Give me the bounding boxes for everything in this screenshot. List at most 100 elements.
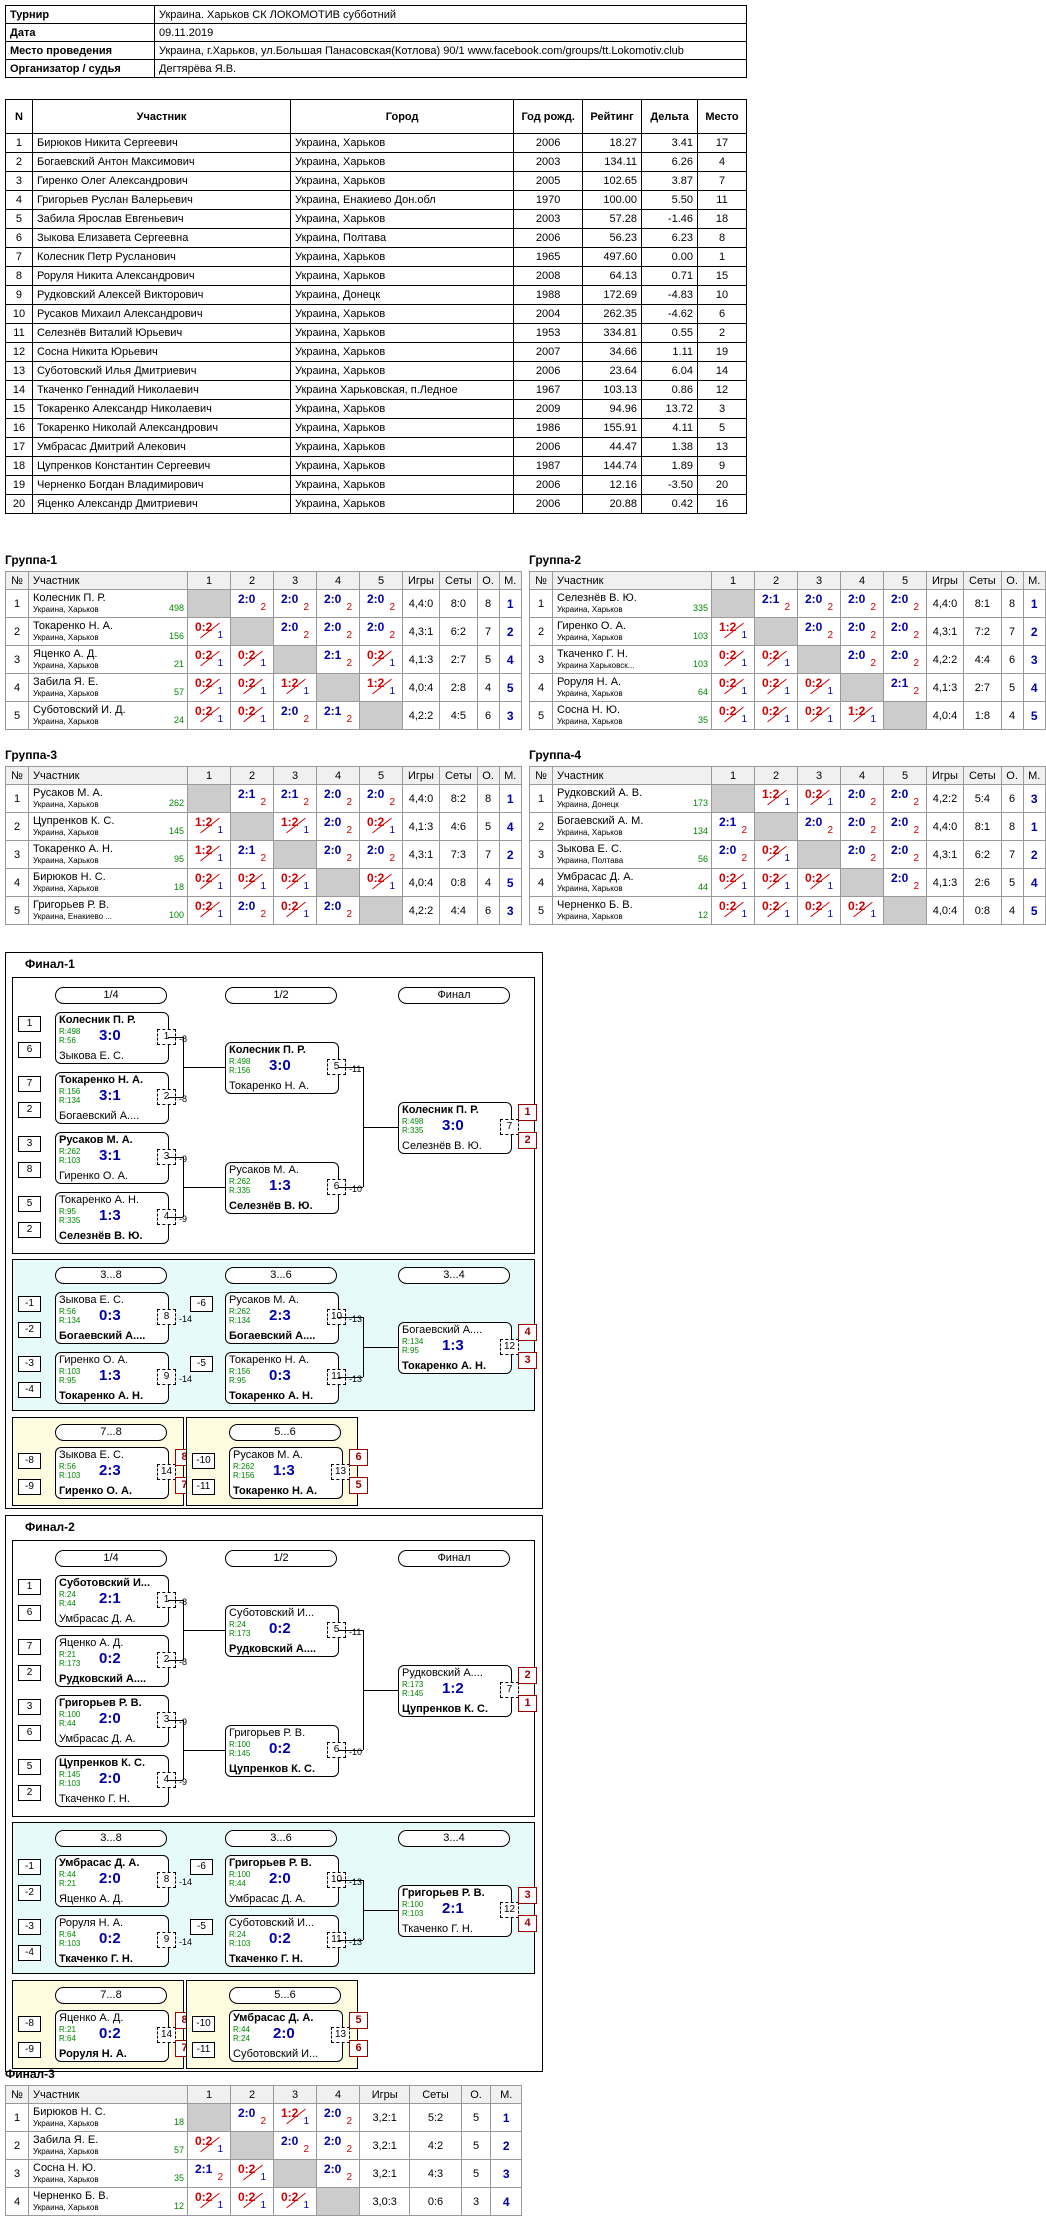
player-two: Богаевский А....	[59, 1110, 140, 1122]
score-value: 2:0	[891, 871, 909, 885]
match-game-number: 1	[260, 658, 266, 669]
match-game-number: 1	[784, 797, 790, 808]
score-value: 2:0	[324, 2162, 342, 2176]
match-score: 2:0 2	[235, 590, 269, 614]
row-number: 2	[529, 812, 553, 841]
match-game-number: 2	[303, 630, 309, 641]
player-one-rating: R:24	[229, 1930, 246, 1939]
table-cell: Зыкова Елизавета Сергеевна	[31, 228, 292, 248]
sets-cell: 8:1	[962, 812, 1002, 841]
score-cell: 1:2 1	[273, 2103, 317, 2132]
place-cell: 3	[498, 896, 522, 925]
connector-line	[363, 1690, 398, 1691]
table-cell: 12	[697, 380, 747, 400]
score-cell: 2:0 2	[359, 589, 403, 618]
table-cell: Украина, Харьков	[290, 494, 515, 514]
match-number: 7	[500, 1682, 519, 1698]
score-cell: 2:0 2	[359, 784, 403, 813]
score-cell: 0:2 1	[187, 701, 231, 730]
match-game-number: 1	[303, 881, 309, 892]
match-score: 2:1 2	[759, 590, 793, 614]
group-row: 4 Бирюков Н. С. Украина, Харьков 18 0:2 1 0:2 1…	[5, 868, 522, 897]
table-cell: Украина, Харьков	[290, 266, 515, 286]
group-row: 5 Суботовский И. Д. Украина, Харьков 24 0:2 1…	[5, 701, 522, 730]
player-city: Украина, Харьков	[33, 2146, 99, 2156]
match-game-number: 1	[217, 853, 223, 864]
sets-cell: 2:7	[438, 645, 478, 674]
match-score: 2:0 2	[845, 618, 879, 642]
match-game-number: 1	[389, 686, 395, 697]
table-cell: 0.86	[641, 380, 698, 400]
score-cell: 0:2 1	[797, 896, 841, 925]
match-number: 14	[157, 1464, 176, 1480]
player-rating: 262	[168, 798, 184, 808]
match-game-number: 1	[870, 909, 876, 920]
score-value: 2:1	[238, 843, 256, 857]
table-cell: Украина, Харьков	[290, 247, 515, 267]
score-cell: 0:2 1	[754, 673, 798, 702]
seed-box: -1	[18, 1859, 41, 1875]
score-value: 0:2	[762, 899, 780, 913]
score-cell	[316, 868, 360, 897]
table-cell: 15	[697, 266, 747, 286]
match-score: 2:0 2	[845, 590, 879, 614]
score-value: 0:2	[195, 2190, 213, 2204]
seed-box: -11	[192, 2042, 215, 2058]
match-score: 2:0 2	[888, 590, 922, 614]
player-name: Токаренко А. Н.	[33, 842, 114, 855]
score-value: 1:2	[281, 2106, 299, 2120]
player-one-rating: R:24	[59, 1590, 76, 1599]
sets-cell: 2:7	[962, 673, 1002, 702]
points-cell: 8	[476, 589, 500, 618]
score-value: 0:2	[281, 2190, 299, 2204]
player-cell: Умбрасас Д. А. Украина, Харьков 44	[552, 868, 712, 897]
table-cell: Украина, Харьков	[290, 475, 515, 495]
seed-box: 2	[18, 1102, 41, 1118]
score-cell: 2:0 2	[359, 617, 403, 646]
score-cell: 0:2 1	[754, 896, 798, 925]
place-cell: 2	[498, 617, 522, 646]
place-badge: 6	[349, 1449, 368, 1466]
player-cell: Сосна Н. Ю. Украина, Харьков 35	[28, 2159, 188, 2188]
place-cell: 4	[490, 2187, 522, 2216]
sets-cell: 4:2	[409, 2131, 462, 2160]
place-badge: 3	[518, 1352, 537, 1369]
player-two-rating: R:21	[59, 1879, 76, 1888]
table-cell: 2006	[513, 228, 584, 248]
table-cell: Украина Харьковская, п.Ледное	[290, 380, 515, 400]
group-table: № Участник 1 2 3 4 5 Игры Сеты О. М. 1 Колесник П. Р…	[5, 571, 522, 730]
match-score: 0:2	[269, 1930, 291, 1947]
points-cell: 6	[476, 701, 500, 730]
sets-cell: 8:2	[438, 784, 478, 813]
column-header: Город	[290, 99, 515, 134]
group-header-row: № Участник 1 2 3 4 5 Игры Сеты О. М.	[529, 766, 1046, 785]
player-name: Суботовский И. Д.	[33, 703, 126, 716]
group-row: 5 Черненко Б. В. Украина, Харьков 12 0:2 1 0:2…	[529, 896, 1046, 925]
table-cell: 20	[5, 494, 33, 514]
points-cell: 5	[1000, 868, 1024, 897]
player-name: Григорьев Р. В.	[33, 898, 110, 911]
points-cell: 5	[460, 2131, 492, 2160]
loser-destination: -14	[179, 1937, 193, 1947]
match-game-number: 2	[346, 853, 352, 864]
player-one: Рудковский А....	[402, 1667, 483, 1679]
column-header: М.	[498, 766, 522, 785]
score-value: 0:2	[238, 704, 256, 718]
column-header: Участник	[28, 571, 188, 590]
match-game-number: 1	[741, 686, 747, 697]
table-cell: 2006	[513, 494, 584, 514]
player-one-rating: R:262	[233, 1462, 255, 1471]
table-cell: 1	[697, 247, 747, 267]
match-game-number: 2	[389, 797, 395, 808]
match-score: 1:2 1	[278, 674, 312, 698]
score-cell: 1:2 1	[840, 701, 884, 730]
games-cell: 3,2:1	[358, 2103, 411, 2132]
player-two: Селезнёв В. Ю.	[229, 1200, 313, 1212]
points-cell: 5	[476, 645, 500, 674]
player-rating: 145	[168, 826, 184, 836]
table-cell: 9	[697, 456, 747, 476]
sets-cell: 8:0	[438, 589, 478, 618]
match-score: 1:2 1	[759, 785, 793, 809]
match-score: 0:2	[269, 1740, 291, 1757]
score-value: 2:1	[762, 592, 780, 606]
